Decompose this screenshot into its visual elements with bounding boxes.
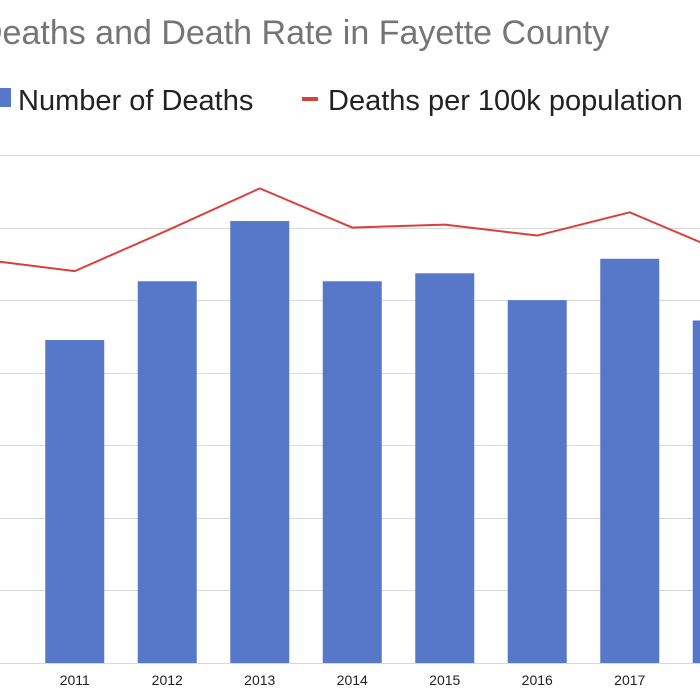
x-tick-2013: 2013	[244, 672, 275, 688]
bar-2012	[137, 281, 197, 663]
line-series	[0, 187, 700, 273]
x-tick-2012: 2012	[152, 672, 183, 688]
x-tick-2017: 2017	[614, 672, 645, 688]
bar-series	[45, 221, 700, 664]
x-tick-2015: 2015	[429, 672, 460, 688]
bar-2017	[600, 258, 660, 663]
x-tick-2014: 2014	[337, 672, 368, 688]
line-deaths-per-100k	[0, 187, 700, 273]
bar-2013	[230, 221, 290, 664]
x-axis-ticks: 2010201120122013201420152016201720182019	[60, 672, 646, 688]
chart-title: Deaths and Death Rate in Fayette County	[0, 14, 609, 52]
legend: Number of Deaths Deaths per 100k populat…	[0, 85, 683, 117]
bar-2018	[692, 320, 700, 663]
bar-2016	[507, 300, 567, 663]
legend-swatch-number-of-deaths	[0, 88, 11, 107]
x-tick-2016: 2016	[522, 672, 553, 688]
legend-label-number-of-deaths: Number of Deaths	[18, 85, 253, 117]
legend-label-deaths-per-100k: Deaths per 100k population	[328, 85, 683, 117]
bar-2015	[415, 273, 475, 663]
bar-2011	[45, 340, 105, 663]
x-tick-2011: 2011	[60, 672, 90, 688]
legend-swatch-deaths-per-100k	[302, 97, 318, 101]
bar-2014	[322, 281, 382, 663]
